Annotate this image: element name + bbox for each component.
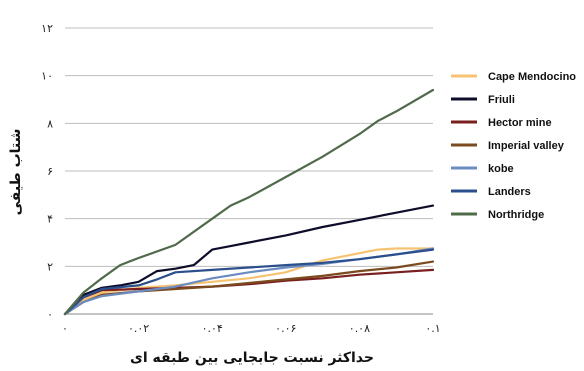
y-tick-label: ۶ xyxy=(47,165,53,178)
legend-label: Imperial valley xyxy=(488,140,565,152)
series-line-cape-mendocino xyxy=(63,247,435,316)
series-line-hector-mine xyxy=(63,268,435,316)
x-axis-title: حداکثر نسبت جابجایی بین طبقه ای xyxy=(130,350,374,366)
legend-label: Northridge xyxy=(488,209,544,221)
legend-label: Friuli xyxy=(488,94,515,106)
y-axis-ticks: ۰ ۲ ۴ ۶ ۸ ۱۰ ۱۲ xyxy=(41,22,53,321)
y-tick-label: ۰ xyxy=(47,308,53,321)
x-tick-label: ۰.۰۶ xyxy=(275,322,296,335)
y-tick-label: ۱۰ xyxy=(41,70,53,83)
y-tick-label: ۱۲ xyxy=(41,22,53,35)
legend-label: Cape Mendocino xyxy=(488,71,576,83)
y-tick-label: ۲ xyxy=(47,260,53,273)
x-axis-ticks: ۰ ۰.۰۲ ۰.۰۴ ۰.۰۶ ۰.۰۸ ۰.۱ xyxy=(62,322,441,335)
series-line-kobe xyxy=(63,247,435,316)
x-tick-label: ۰ xyxy=(62,322,68,335)
legend-label: kobe xyxy=(488,163,514,175)
x-tick-label: ۰.۰۸ xyxy=(349,322,370,335)
series-line-friuli xyxy=(63,204,435,316)
grid-lines xyxy=(65,27,433,315)
series-line-northridge xyxy=(63,88,435,316)
y-tick-label: ۸ xyxy=(47,117,53,130)
y-tick-label: ۴ xyxy=(47,213,53,226)
series-lines xyxy=(63,88,435,316)
legend-label: Hector mine xyxy=(488,117,552,129)
series-line-landers xyxy=(63,248,435,316)
y-axis-title: شتاب طیفی xyxy=(8,129,24,216)
legend-label: Landers xyxy=(488,186,531,198)
x-tick-label: ۰.۰۴ xyxy=(202,322,223,335)
x-tick-label: ۰.۱ xyxy=(425,322,440,335)
legend: Cape Mendocino Friuli Hector mine Imperial … xyxy=(451,71,576,221)
x-tick-label: ۰.۰۲ xyxy=(128,322,149,335)
